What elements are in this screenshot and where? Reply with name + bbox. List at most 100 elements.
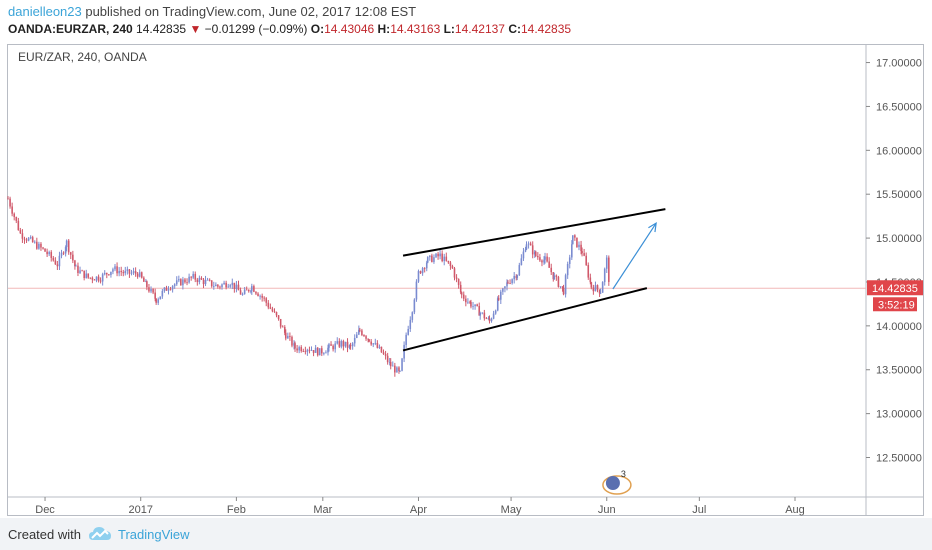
- candle-body: [108, 274, 110, 276]
- candle-body: [472, 306, 474, 307]
- candle-body: [169, 289, 172, 291]
- candle-body: [425, 262, 428, 269]
- candle-body: [91, 277, 94, 280]
- upper-trendline: [402, 208, 666, 257]
- candle-body: [219, 286, 221, 288]
- candle-body: [134, 271, 137, 274]
- candle-body: [145, 281, 147, 283]
- candle-body: [449, 262, 452, 267]
- candle-body: [320, 348, 323, 354]
- open-label: O:: [310, 22, 325, 36]
- candle-body: [221, 284, 223, 288]
- close-label: C:: [508, 22, 521, 36]
- candle-body: [527, 243, 530, 245]
- created-with-text: Created with: [8, 527, 81, 542]
- candle-body: [525, 244, 528, 250]
- candle-body: [304, 351, 307, 352]
- candle-body: [433, 257, 435, 262]
- candle-body: [67, 240, 70, 253]
- candle-body: [564, 275, 567, 295]
- candle-body: [75, 265, 77, 267]
- candle-body: [497, 298, 500, 300]
- candle-body: [574, 235, 576, 238]
- candle-body: [455, 277, 458, 279]
- event-marker-ring: [602, 475, 632, 495]
- candle-body: [338, 341, 341, 347]
- candle-body: [439, 253, 441, 257]
- candle-body: [459, 284, 462, 293]
- candle-body: [496, 298, 499, 311]
- x-tick-label: Apr: [410, 504, 427, 516]
- candle-body: [504, 286, 506, 289]
- candle-body: [64, 247, 67, 254]
- candle-body: [95, 276, 98, 281]
- candle-body: [478, 306, 481, 316]
- candle-body: [359, 329, 361, 331]
- candle-body: [399, 370, 401, 372]
- y-tick-label: 14.00000: [876, 321, 922, 333]
- candle-body: [511, 279, 513, 284]
- candle-body: [200, 277, 203, 280]
- price-chart[interactable]: 17.00000 16.50000 16.00000 15.50000 15.00000…: [0, 0, 932, 518]
- candle-body: [194, 273, 197, 280]
- candle-body: [103, 272, 106, 275]
- candle-body: [583, 253, 585, 256]
- candle-body: [346, 341, 349, 348]
- candle-body: [561, 286, 564, 288]
- candle-body: [210, 280, 213, 287]
- candle-body: [363, 334, 365, 337]
- candle-body: [217, 284, 219, 287]
- candle-body: [568, 257, 571, 264]
- candle-body: [571, 244, 573, 258]
- event-marker-icon: [605, 476, 620, 490]
- candle-body: [490, 318, 493, 322]
- candle-body: [580, 244, 582, 252]
- candle-body: [562, 287, 565, 295]
- candle-body: [544, 256, 546, 260]
- candle-body: [48, 252, 50, 255]
- candle-body: [19, 230, 22, 234]
- candle-body: [186, 282, 188, 284]
- candle-body: [122, 272, 125, 274]
- candle-body: [110, 271, 112, 275]
- candle-body: [336, 341, 339, 344]
- candle-body: [171, 286, 174, 290]
- candle-body: [429, 255, 431, 258]
- candle-body: [167, 289, 170, 291]
- chart-frame[interactable]: [7, 44, 924, 516]
- candle-body: [132, 271, 135, 273]
- candle-body: [114, 266, 116, 270]
- candle-body: [7, 198, 9, 200]
- candle-body: [178, 279, 180, 281]
- countdown-tag: [873, 297, 917, 312]
- candle-body: [541, 260, 543, 263]
- candle-body: [42, 247, 44, 249]
- candle-body: [93, 279, 96, 281]
- candle-body: [469, 301, 471, 303]
- candle-body: [11, 206, 13, 214]
- candle-body: [543, 259, 545, 263]
- candle-body: [608, 257, 610, 282]
- candle-body: [546, 256, 548, 262]
- candle-body: [348, 345, 351, 348]
- candle-body: [165, 287, 168, 291]
- high-label: H:: [377, 22, 391, 36]
- candle-body: [69, 252, 72, 255]
- candle-body: [334, 343, 336, 350]
- username-link[interactable]: danielleon23: [8, 4, 82, 19]
- candle-body: [396, 367, 398, 373]
- candle-body: [328, 344, 330, 348]
- candle-body: [553, 275, 556, 280]
- candle-body: [126, 269, 129, 271]
- candle-body: [52, 257, 55, 261]
- candle-body: [499, 291, 502, 300]
- candle-body: [50, 252, 53, 258]
- candle-body: [552, 272, 555, 280]
- candle-body: [241, 294, 244, 295]
- candle-body: [555, 275, 558, 277]
- candle-body: [598, 289, 601, 294]
- candle-body: [237, 284, 240, 291]
- tradingview-brand[interactable]: TradingView: [118, 527, 190, 542]
- candle-body: [474, 304, 476, 307]
- event-marker-count: 3: [621, 469, 626, 479]
